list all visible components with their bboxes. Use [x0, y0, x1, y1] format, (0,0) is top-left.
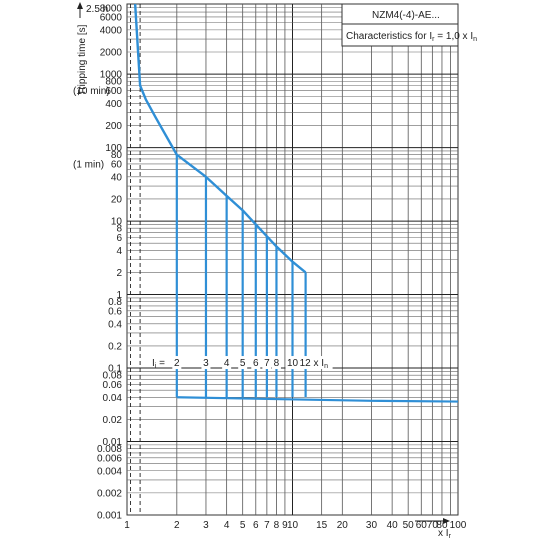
setting-label-bg	[298, 356, 333, 370]
y-tick-label: 100	[105, 143, 122, 154]
chart-title: NZM4(-4)-AE...	[372, 10, 440, 21]
y-tick-label: 0.2	[108, 341, 122, 352]
subtitle-sub2: n	[473, 36, 477, 43]
setting-value-label: 6	[253, 358, 259, 369]
subtitle-sub: r	[432, 36, 435, 43]
y-tick-label: 800	[105, 77, 122, 88]
y-tick-label: 40	[111, 172, 123, 183]
setting-label-bg	[172, 356, 182, 370]
setting-label-bg	[271, 356, 281, 370]
x-axis-title-main: x I	[438, 528, 449, 539]
setting-value-label: 10	[287, 358, 299, 369]
setting-label-bg	[222, 356, 232, 370]
y-tick-label: 200	[105, 121, 122, 132]
y-tick-label: 2000	[100, 47, 123, 58]
legend-box	[341, 3, 459, 47]
setting-value-label: 3	[203, 358, 209, 369]
setting-label-bg	[201, 356, 211, 370]
subtitle-tail: = 1,0 x I	[434, 31, 473, 42]
x-tick-label: 80	[436, 520, 448, 531]
x-axis-title: x Ir	[438, 528, 452, 540]
y-tick-label: 80	[111, 150, 123, 161]
x-tick-label: 9	[282, 520, 288, 531]
x-tick-label: 7	[264, 520, 270, 531]
y-tick-label: 1000	[100, 70, 123, 81]
y-tick-label: 4000	[100, 25, 123, 36]
y-tick-label: 0.06	[103, 380, 123, 391]
y-tick-label: 600	[105, 86, 122, 97]
setting-label-eq: =	[156, 358, 165, 369]
y-tick-label: 0.008	[97, 444, 122, 455]
setting-label-main: I	[152, 358, 155, 369]
x-tick-label: 50	[403, 520, 415, 531]
setting-label-bg	[285, 356, 300, 370]
instantaneous-floor-line	[176, 396, 459, 403]
setting-value-label: 2	[174, 358, 180, 369]
y-tick-label: 20	[111, 194, 123, 205]
setting-label-bg	[238, 356, 248, 370]
x-tick-label: 2	[174, 520, 180, 531]
x-tick-label: 4	[224, 520, 230, 531]
x-tick-label: 15	[316, 520, 328, 531]
setting-value-label: 5	[240, 358, 246, 369]
setting-label-bg	[251, 356, 261, 370]
setting-value-main: 12 x I	[300, 358, 324, 369]
short-circuit-setting-label: Ii =	[152, 358, 165, 370]
setting-label-sub: i	[155, 363, 157, 370]
y-tick-label: 0.4	[108, 319, 122, 330]
y-axis-title: Tripping time [s]	[77, 24, 88, 95]
setting-value-label: 8	[274, 358, 280, 369]
y-tick-label: 0.004	[97, 466, 122, 477]
y-tick-label: 0.002	[97, 488, 122, 499]
x-tick-label: 8	[274, 520, 280, 531]
x-tick-label: 3	[203, 520, 209, 531]
y-top-label: 2.5 h	[86, 4, 108, 15]
x-axis-arrow-head	[443, 518, 450, 524]
x-tick-label: 1	[124, 520, 130, 531]
x-tick-label: 70	[427, 520, 439, 531]
y-tick-label: 0.006	[97, 453, 122, 464]
y-tick-label: 0.6	[108, 306, 122, 317]
y-tick-label: 10	[111, 217, 123, 228]
y-axis-arrow-head	[77, 2, 83, 9]
setting-label-bg	[262, 356, 272, 370]
y-tick-label: 1	[116, 290, 122, 301]
y-tick-label: 0.01	[103, 437, 123, 448]
setting-value-label: 4	[224, 358, 230, 369]
y-tick-label: 6000	[100, 12, 123, 23]
y-tick-label: 0.1	[108, 364, 122, 375]
y-tick-label: 0.08	[103, 371, 123, 382]
setting-value-sub: n	[324, 363, 328, 370]
x-tick-label: 6	[253, 520, 259, 531]
chart-subtitle: Characteristics for Ir = 1,0 x In	[346, 31, 477, 43]
y-tick-label: 0.8	[108, 297, 122, 308]
y-tick-label: 0.04	[103, 393, 123, 404]
y-tick-label: 400	[105, 99, 122, 110]
x-tick-label: 30	[366, 520, 378, 531]
setting-value-label: 7	[264, 358, 270, 369]
x-tick-label: 5	[240, 520, 246, 531]
y-tick-label: 0.001	[97, 511, 122, 522]
overload-curve	[133, 3, 307, 274]
x-tick-label: 20	[337, 520, 349, 531]
y-annotation-1min: (1 min)	[73, 159, 104, 170]
y-tick-label: 2	[116, 268, 122, 279]
y-tick-label: 4	[116, 246, 122, 257]
y-tick-label: 8000	[100, 3, 123, 14]
y-tick-label: 8	[116, 224, 122, 235]
y-tick-label: 60	[111, 159, 123, 170]
x-tick-label: 10	[287, 520, 299, 531]
setting-value-label: 12 x In	[300, 358, 328, 370]
x-tick-label: 40	[387, 520, 399, 531]
x-tick-label: 100	[450, 520, 467, 531]
x-axis-title-sub: r	[449, 533, 452, 540]
y-tick-label: 0.02	[103, 415, 123, 426]
y-annotation-10min: (10 min)	[73, 86, 110, 97]
x-tick-label: 60	[416, 520, 428, 531]
subtitle-main: Characteristics for I	[346, 31, 432, 42]
y-tick-label: 6	[116, 233, 122, 244]
